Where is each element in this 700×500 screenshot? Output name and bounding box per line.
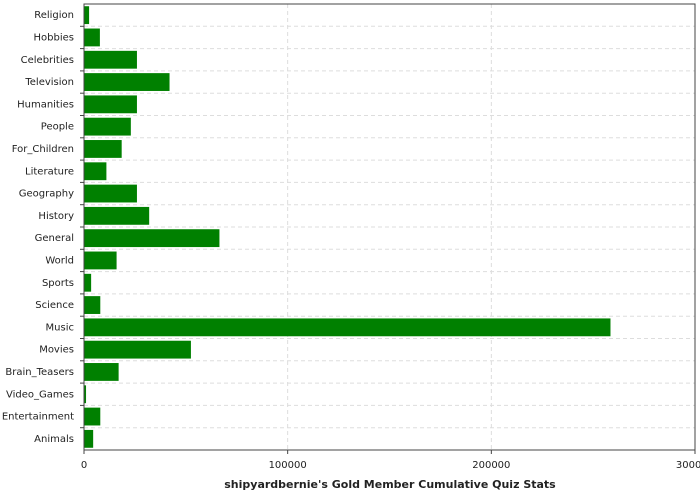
bar xyxy=(84,50,137,69)
bar xyxy=(84,206,150,225)
y-tick-label: Brain_Teasers xyxy=(5,367,74,378)
y-tick-label: Movies xyxy=(39,345,74,356)
y-tick-label: Celebrities xyxy=(21,55,74,66)
bar xyxy=(84,340,191,359)
y-tick-label: Video_Games xyxy=(6,389,74,400)
y-tick-label: General xyxy=(35,233,74,244)
bar xyxy=(84,318,611,337)
x-axis-title: shipyardbernie's Gold Member Cumulative … xyxy=(224,478,556,491)
y-tick-label: Entertainment xyxy=(2,412,74,423)
y-tick-label: Hobbies xyxy=(34,32,74,43)
bar xyxy=(84,6,90,25)
y-tick-label: For_Children xyxy=(12,144,74,155)
bar xyxy=(84,73,170,91)
bar xyxy=(84,117,131,136)
bar xyxy=(84,162,107,181)
y-tick-label: Religion xyxy=(34,10,74,21)
y-tick-label: Music xyxy=(46,322,74,333)
y-tick-label: Literature xyxy=(25,166,74,177)
x-tick-label: 200000 xyxy=(472,460,510,471)
y-tick-label: Television xyxy=(24,77,74,88)
bar xyxy=(84,140,122,158)
bar xyxy=(84,363,119,381)
bar xyxy=(84,184,137,203)
x-tick-label: 300000 xyxy=(676,460,700,471)
y-tick-label: People xyxy=(41,122,74,133)
plot-frame xyxy=(83,3,696,451)
y-tick-label: World xyxy=(45,255,74,266)
x-tick-label: 100000 xyxy=(269,460,307,471)
bar xyxy=(84,229,220,248)
y-tick-label: Humanities xyxy=(17,99,74,110)
bar xyxy=(84,429,94,448)
y-tick-label: Animals xyxy=(34,434,74,445)
bar xyxy=(84,385,87,404)
bar xyxy=(84,28,100,47)
y-tick-label: History xyxy=(38,211,74,222)
y-tick-label: Sports xyxy=(42,278,74,289)
bar xyxy=(84,407,101,426)
y-tick-label: Science xyxy=(35,300,74,311)
y-tick-label: Geography xyxy=(19,189,74,200)
x-tick-label: 0 xyxy=(81,460,87,471)
bar xyxy=(84,95,137,114)
bar xyxy=(84,251,117,270)
bar xyxy=(84,273,92,292)
bar xyxy=(84,296,101,314)
